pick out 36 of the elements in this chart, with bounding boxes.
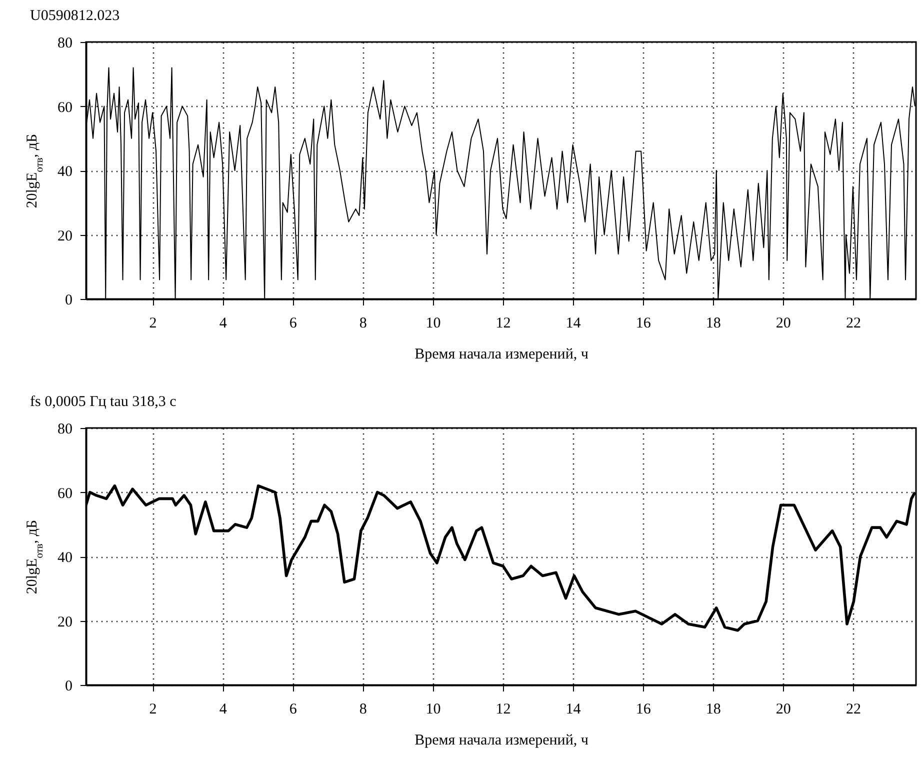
x-tick-label: 12 (496, 702, 511, 718)
chart-title: U0590812.023 (30, 8, 120, 24)
y-tick-label: 40 (58, 164, 72, 180)
x-tick-label: 18 (706, 702, 721, 718)
y-tick-label: 20 (58, 614, 72, 630)
chart-title: fs 0,0005 Гц tau 318,3 с (30, 394, 177, 410)
x-tick-label: 2 (149, 702, 157, 718)
y-tick-label: 80 (58, 36, 72, 52)
y-tick-label: 0 (65, 292, 72, 308)
x-tick-label: 14 (566, 702, 582, 718)
x-tick-label: 22 (846, 702, 861, 718)
x-tick-label: 8 (359, 702, 367, 718)
x-tick-label: 6 (289, 702, 298, 718)
y-tick-label: 40 (58, 550, 72, 566)
x-tick-label: 10 (426, 702, 441, 718)
x-tick-label: 20 (776, 702, 791, 718)
y-tick-label: 60 (58, 486, 72, 502)
x-tick-label: 18 (706, 316, 721, 332)
x-axis-title: Время начала измерений, ч (414, 346, 589, 362)
x-tick-label: 22 (846, 316, 861, 332)
x-tick-label: 4 (219, 316, 228, 332)
x-tick-label: 6 (289, 316, 298, 332)
x-tick-label: 16 (636, 702, 652, 718)
y-tick-label: 80 (58, 422, 72, 438)
y-tick-label: 0 (65, 678, 72, 694)
x-axis-title: Время начала измерений, ч (414, 732, 589, 748)
x-tick-label: 10 (426, 316, 441, 332)
x-tick-label: 2 (149, 316, 157, 332)
y-tick-label: 20 (58, 228, 72, 244)
x-tick-label: 16 (636, 316, 652, 332)
y-tick-label: 60 (58, 100, 72, 116)
x-tick-label: 4 (219, 702, 228, 718)
x-tick-label: 14 (566, 316, 582, 332)
x-tick-label: 20 (776, 316, 791, 332)
x-tick-label: 8 (359, 316, 367, 332)
x-tick-label: 12 (496, 316, 511, 332)
